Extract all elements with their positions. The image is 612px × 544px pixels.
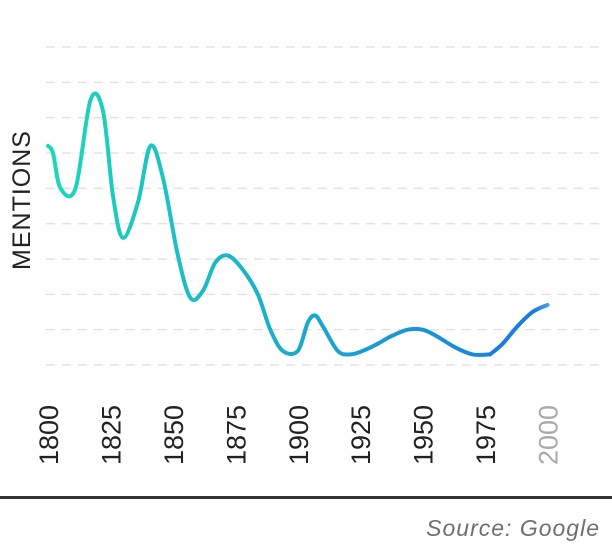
x-tick-label: 1950 [409,405,439,465]
series-line-projection [488,302,550,357]
series-line [46,91,493,357]
x-tick-label: 1800 [34,405,64,465]
x-tick-label: 1900 [284,405,314,465]
x-tick-label: 1875 [221,405,251,465]
gridlines [46,46,600,366]
x-tick-label: 1825 [96,405,126,465]
x-tick-label: 1850 [159,405,189,465]
source-credit: Source: Google [426,515,600,541]
x-tick-label: 1925 [346,405,376,465]
y-axis-label: MENTIONS [8,130,36,270]
x-tick-label: 1975 [471,405,501,465]
footer-divider [0,496,612,499]
x-tick-label: 2000 [534,405,564,465]
x-axis-ticks: 1800 1825 1850 1875 1900 1925 1950 1975 2000 [34,405,564,465]
